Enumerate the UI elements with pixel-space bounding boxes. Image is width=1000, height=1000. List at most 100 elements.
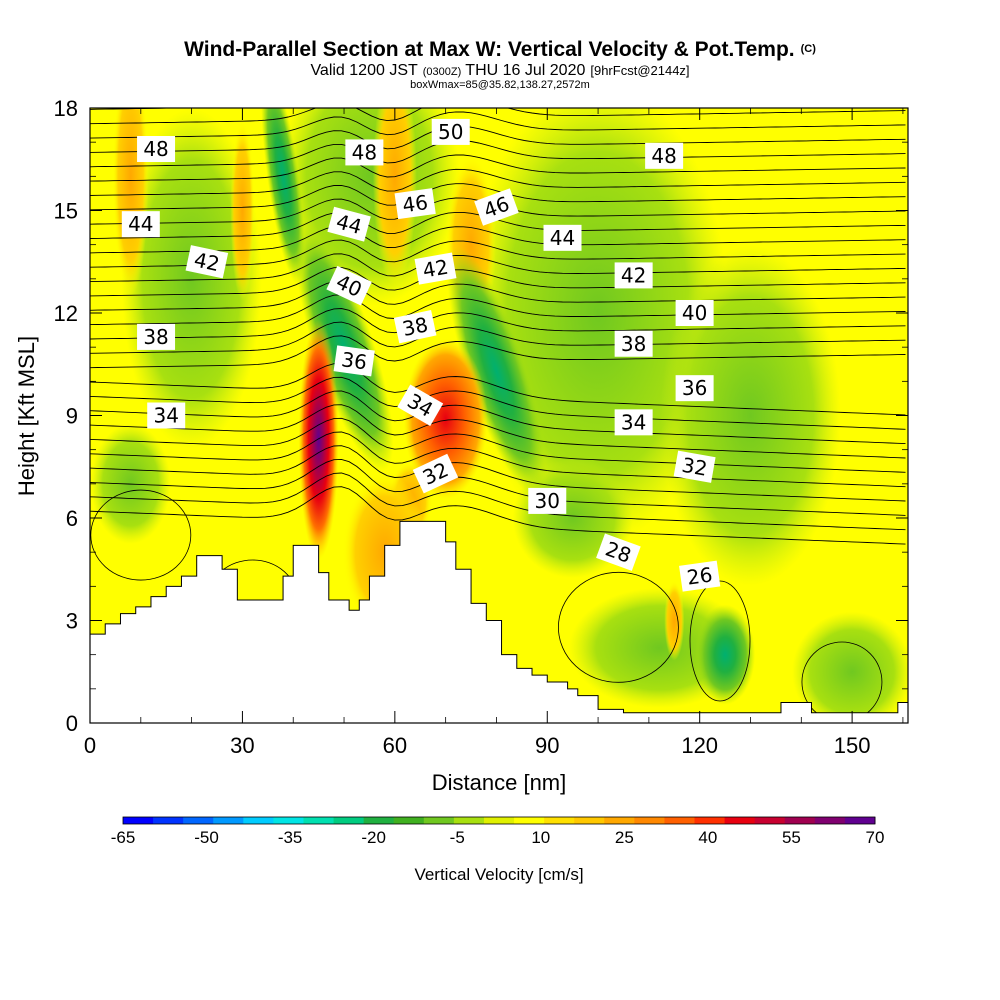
x-axis-label: Distance [nm] <box>432 770 567 795</box>
colorbar-swatch <box>604 817 635 824</box>
contour-label: 44 <box>327 206 371 242</box>
isentrope-line <box>90 280 906 311</box>
colorbar-tick-label: -20 <box>361 828 386 847</box>
colorbar-swatch <box>333 817 365 824</box>
isentrope-line <box>90 239 906 268</box>
y-tick-label: 12 <box>54 301 78 326</box>
contour-label-text: 48 <box>352 140 377 164</box>
isentrope-line <box>90 431 906 488</box>
colorbar-swatch <box>574 817 605 824</box>
colorbar-swatch <box>514 817 545 824</box>
contour-label-text: 50 <box>438 120 463 144</box>
isentrope-line <box>90 472 906 531</box>
isentrope-line <box>90 335 906 369</box>
chart-box-info: boxWmax=85@35.82,138.27,2572m <box>410 79 590 91</box>
weak-updraft-region <box>112 108 149 297</box>
chart-title: Wind-Parallel Section at Max W: Vertical… <box>184 38 816 61</box>
contour-label-box <box>528 487 567 514</box>
contour-label-box <box>675 300 714 326</box>
isentrope-line <box>90 308 906 340</box>
contour-label-box <box>474 188 519 226</box>
colorbar-swatch <box>213 817 244 824</box>
colorbar-tick-label: -35 <box>278 828 303 847</box>
downdraft-core <box>447 247 546 496</box>
isentrope-line <box>90 458 906 516</box>
x-tick-label: 0 <box>84 733 96 758</box>
colorbar-tick-label: -65 <box>111 828 136 847</box>
isentrope-line <box>90 417 906 473</box>
isentrope-line <box>90 168 906 196</box>
weak-updraft-region <box>230 120 255 301</box>
contour-label-box <box>345 139 384 166</box>
updraft-core <box>298 319 339 560</box>
colorbar-swatch <box>754 817 786 824</box>
colorbar-swatch <box>724 817 756 824</box>
contour-label-box <box>614 330 653 357</box>
colorbar-tick-label: 10 <box>531 828 550 847</box>
x-tick-label: 120 <box>681 733 718 758</box>
x-tick-label: 60 <box>383 733 407 758</box>
contour-label-text: 34 <box>621 410 646 434</box>
contour-label-text: 38 <box>400 312 430 341</box>
colorbar-title: Vertical Velocity [cm/s] <box>414 865 583 884</box>
contour-label: 38 <box>137 323 176 350</box>
colorbar-tick-label: 55 <box>782 828 801 847</box>
contour-label-text: 36 <box>682 376 707 400</box>
y-tick-label: 6 <box>66 506 78 531</box>
isentrope-contour <box>689 580 751 702</box>
isentrope-line <box>90 225 906 254</box>
contour-label: 28 <box>596 533 641 571</box>
contour-label-box <box>121 211 160 238</box>
colorbar-swatch <box>153 817 184 824</box>
colorbar-frame <box>122 816 876 825</box>
colorbar-swatch <box>844 817 876 824</box>
isentrope-line <box>90 266 906 297</box>
isentrope-line <box>90 183 906 211</box>
contour-label-box <box>414 252 457 285</box>
weak-updraft-region <box>664 580 685 661</box>
isentrope-line <box>90 253 906 283</box>
x-tick-label: 150 <box>834 733 871 758</box>
contour-label-box <box>333 345 375 377</box>
contour-label-box <box>675 375 714 402</box>
isentrope-line <box>90 390 906 445</box>
isentrope-line <box>90 154 906 182</box>
isentrope-line <box>90 125 906 153</box>
colorbar-swatch <box>453 817 485 824</box>
colorbar-swatch <box>483 817 515 824</box>
contour-label: 46 <box>394 188 436 220</box>
weak-updraft-region <box>372 108 417 287</box>
colorbar-swatch <box>183 817 214 824</box>
contour-label-text: 42 <box>192 247 222 276</box>
isentrope-line <box>90 140 906 168</box>
colorbar-tick-label: 25 <box>615 828 634 847</box>
isentrope-line <box>90 376 906 430</box>
y-tick-label: 18 <box>54 96 78 121</box>
colorbar-swatch <box>694 817 726 824</box>
downdraft-streak <box>261 108 306 286</box>
isentrope-contour <box>557 571 679 683</box>
y-tick-label: 9 <box>66 404 78 429</box>
contour-label-text: 42 <box>621 263 646 287</box>
contour-label-text: 48 <box>143 137 168 161</box>
contour-label: 42 <box>185 245 229 279</box>
colorbar-swatch <box>664 817 696 824</box>
contour-label: 48 <box>645 142 684 169</box>
contour-label: 38 <box>393 310 437 344</box>
contour-label-text: 38 <box>621 332 646 356</box>
contour-label-text: 38 <box>143 325 168 349</box>
downdraft-band <box>695 604 756 705</box>
colorbar-tick-label: 40 <box>698 828 717 847</box>
colorbar-swatch <box>544 817 575 824</box>
colorbar-swatch <box>393 817 425 824</box>
isentrope-line <box>90 108 201 110</box>
contour-label: 34 <box>147 402 186 429</box>
isentrope-line <box>90 294 906 326</box>
contour-label-text: 36 <box>340 347 369 374</box>
contour-label-box <box>393 310 437 344</box>
downdraft-band <box>447 247 546 496</box>
contour-label-box <box>137 136 176 162</box>
x-tick-label: 90 <box>535 733 559 758</box>
weak-downdraft-region <box>121 108 262 449</box>
